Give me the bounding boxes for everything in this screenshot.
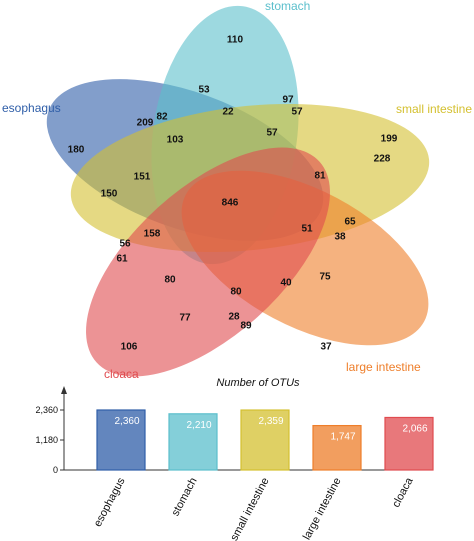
y-axis-arrow — [61, 386, 67, 394]
venn-region-count: 209 — [137, 118, 154, 129]
venn-region-count: 37 — [320, 342, 332, 353]
venn-region-count: 158 — [144, 229, 161, 240]
venn-region-count: 57 — [291, 107, 303, 118]
venn-region-count: 80 — [164, 275, 176, 286]
venn-region-count: 106 — [121, 342, 138, 353]
venn-region-count: 22 — [222, 107, 234, 118]
venn-label-large-intestine: large intestine — [346, 360, 421, 374]
venn-region-count: 103 — [167, 135, 184, 146]
venn-region-count: 110 — [227, 35, 244, 46]
venn-region-count: 228 — [374, 154, 391, 165]
venn-region-count: 75 — [319, 272, 331, 283]
venn-region-count: 150 — [101, 189, 118, 200]
venn-region-count: 56 — [119, 239, 131, 250]
x-category-label: cloaca — [390, 475, 416, 509]
bar-esophagus — [96, 409, 146, 471]
bar-value-label: 2,066 — [402, 423, 427, 434]
venn-set-cloaca — [86, 147, 330, 377]
x-category-label: esophagus — [92, 475, 128, 529]
x-category-label: large intestine — [301, 476, 344, 541]
bar-stomach — [168, 413, 218, 471]
venn-region-count: 57 — [266, 128, 278, 139]
venn-region-count: 846 — [222, 198, 239, 209]
venn-label-cloaca: cloaca — [104, 367, 139, 380]
venn-region-count: 80 — [230, 287, 242, 298]
venn-region-count: 40 — [280, 278, 292, 289]
x-category-label: small intestine — [228, 476, 271, 541]
bar-cloaca — [384, 416, 434, 471]
bar-value-label: 2,210 — [186, 420, 211, 431]
y-tick-label: 1,180 — [35, 435, 58, 445]
x-category-label: stomach — [170, 476, 200, 518]
venn-region-count: 77 — [179, 313, 191, 324]
venn-region-count: 51 — [301, 224, 313, 235]
venn-label-esophagus: esophagus — [2, 101, 61, 115]
venn-region-count: 199 — [381, 134, 398, 145]
venn-region-count: 151 — [134, 172, 151, 183]
venn-region-count: 97 — [282, 95, 294, 106]
venn-region-count: 82 — [156, 112, 168, 123]
venn-region-count: 89 — [240, 321, 252, 332]
bar-value-label: 2,360 — [114, 416, 139, 427]
venn-region-count: 65 — [344, 217, 356, 228]
venn-region-count: 81 — [314, 171, 326, 182]
venn-region-count: 61 — [116, 254, 128, 265]
bar-value-label: 2,359 — [258, 416, 283, 427]
venn-region-count: 28 — [228, 312, 240, 323]
bar-value-label: 1,747 — [330, 432, 355, 443]
y-tick-label: 2,360 — [35, 405, 58, 415]
venn-label-stomach: stomach — [265, 0, 310, 13]
venn-region-count: 180 — [68, 145, 85, 156]
venn-region-count: 53 — [198, 85, 210, 96]
y-tick-label: 0 — [53, 465, 58, 475]
bar-chart-title: Number of OTUs — [216, 377, 300, 389]
bar-small-intestine — [240, 409, 290, 471]
venn-label-small-intestine: small intestine — [396, 102, 472, 116]
venn-diagram: esophagus stomach small intestine large int… — [2, 0, 472, 380]
bar-large-intestine — [312, 424, 362, 471]
venn-region-count: 38 — [334, 232, 346, 243]
